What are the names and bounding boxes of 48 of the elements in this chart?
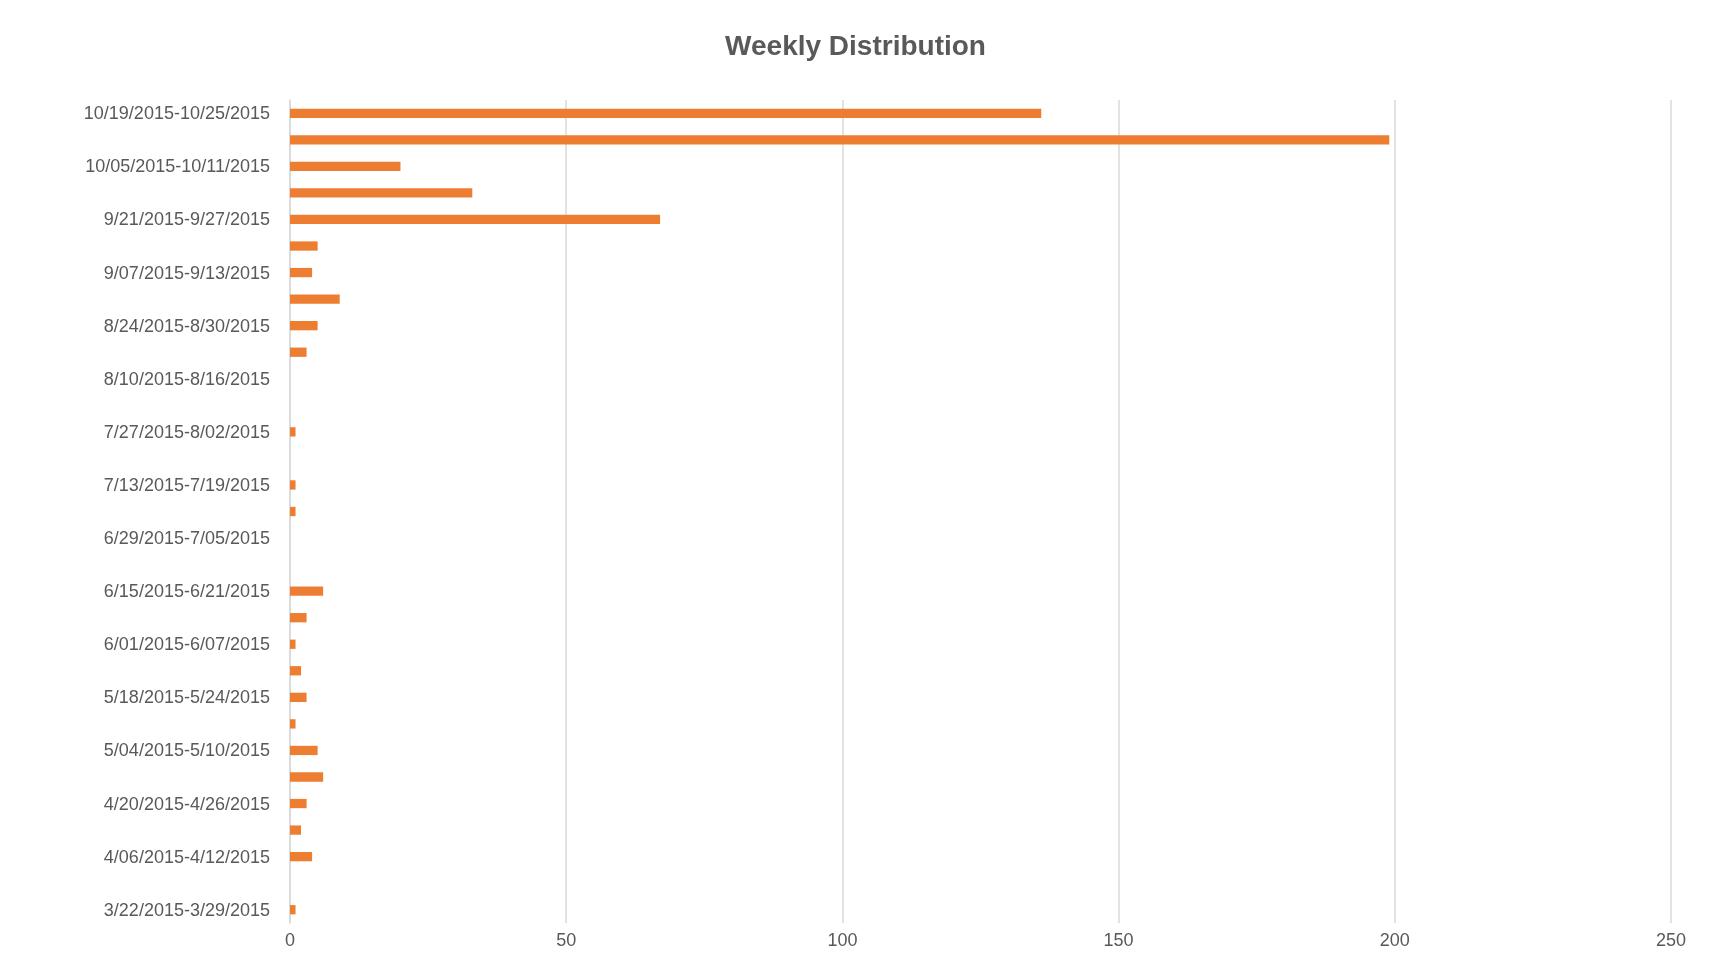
bar [290, 745, 318, 756]
bar [290, 294, 340, 304]
bar [290, 666, 302, 676]
x-tick-label: 150 [1103, 930, 1134, 950]
y-tick-label: 6/29/2015-7/05/2015 [103, 528, 270, 549]
bar [290, 719, 296, 729]
bar [290, 267, 313, 278]
bar [290, 586, 324, 596]
chart-title: Weekly Distribution [725, 29, 986, 61]
y-tick-label: 3/22/2015-3/29/2015 [103, 899, 270, 920]
bar [290, 188, 473, 198]
bar [290, 135, 1390, 145]
x-tick-label: 0 [284, 930, 296, 950]
x-tick-label: 200 [1379, 930, 1410, 950]
y-tick-label: 7/27/2015-8/02/2015 [103, 421, 270, 442]
bar [290, 692, 307, 702]
bar [290, 480, 296, 490]
x-tick-label: 50 [556, 930, 577, 950]
bar [290, 772, 324, 782]
y-tick-label: 6/01/2015-6/07/2015 [103, 634, 270, 655]
x-tick-label: 100 [827, 930, 858, 950]
y-tick-label: 6/15/2015-6/21/2015 [103, 581, 270, 602]
y-tick-label: 5/04/2015-5/10/2015 [103, 740, 270, 761]
y-tick-label: 7/13/2015-7/19/2015 [103, 474, 270, 495]
y-tick-label: 9/07/2015-9/13/2015 [103, 262, 270, 283]
bar [290, 321, 318, 331]
y-tick-label: 8/10/2015-8/16/2015 [103, 368, 270, 389]
bar [290, 506, 296, 517]
y-tick-label: 4/20/2015-4/26/2015 [103, 793, 270, 814]
bar [290, 214, 661, 225]
bar [290, 241, 318, 251]
bar [290, 347, 307, 357]
bar [290, 161, 401, 172]
bar [290, 825, 302, 835]
bar [290, 905, 296, 915]
bar [290, 108, 1042, 118]
y-tick-label: 8/24/2015-8/30/2015 [103, 315, 270, 336]
y-tick-label: 10/19/2015-10/25/2015 [83, 103, 270, 124]
y-tick-label: 10/05/2015-10/11/2015 [85, 156, 270, 177]
bar [290, 613, 307, 623]
bar [290, 427, 296, 437]
bar [290, 639, 296, 649]
bar [290, 851, 313, 862]
y-tick-label: 4/06/2015-4/12/2015 [103, 846, 270, 867]
y-tick-label: 5/18/2015-5/24/2015 [103, 687, 270, 708]
bar [290, 798, 307, 809]
x-tick-label: 250 [1655, 930, 1687, 950]
y-tick-label: 9/21/2015-9/27/2015 [103, 209, 270, 230]
